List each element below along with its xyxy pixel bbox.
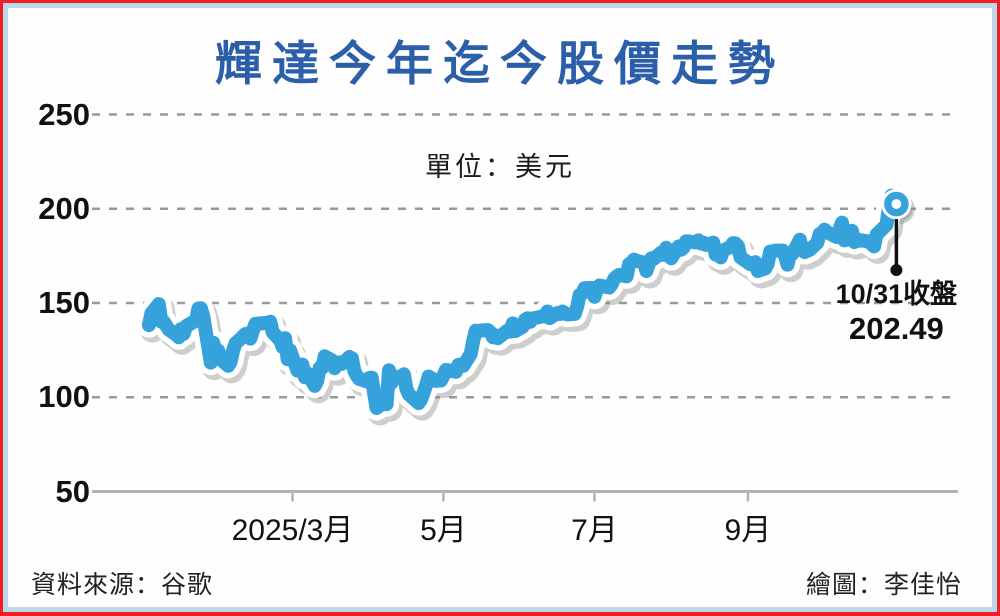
close-annotation: 10/31收盤 202.49	[736, 278, 1000, 347]
annotation-price-value: 202.49	[848, 311, 944, 347]
x-tick-label: 7月	[571, 514, 618, 547]
callout-dot	[890, 264, 903, 277]
x-tick-label: 9月	[724, 514, 772, 547]
unit-label: 單位：美元	[425, 152, 575, 182]
inner-frame: 輝達今年迄今股價走勢 單位：美元 250 200 150 100 50 2025/3月 5…	[3, 3, 997, 612]
y-tick-label-50: 50	[55, 473, 90, 509]
x-tick-label: 5月	[420, 514, 467, 547]
page-title: 輝達今年迄今股價走勢	[215, 37, 785, 90]
annotation-date-label: 10/31收盤	[835, 279, 958, 310]
y-tick-label-100: 100	[38, 379, 90, 415]
y-tick-label-250: 250	[38, 96, 90, 132]
source-caption: 資料來源：谷歌	[31, 571, 214, 599]
y-tick-label-150: 150	[38, 285, 90, 320]
price-line-chart	[92, 113, 958, 502]
y-tick-label-200: 200	[38, 190, 90, 226]
x-tick-label: 2025/3月	[231, 514, 354, 547]
end-marker-ring	[884, 191, 909, 217]
credit-caption: 繪圖：李佳怡	[805, 571, 962, 599]
chart-canvas: 輝達今年迄今股價走勢 單位：美元 250 200 150 100 50 2025/3月 5…	[8, 8, 992, 607]
price-line	[141, 188, 904, 415]
